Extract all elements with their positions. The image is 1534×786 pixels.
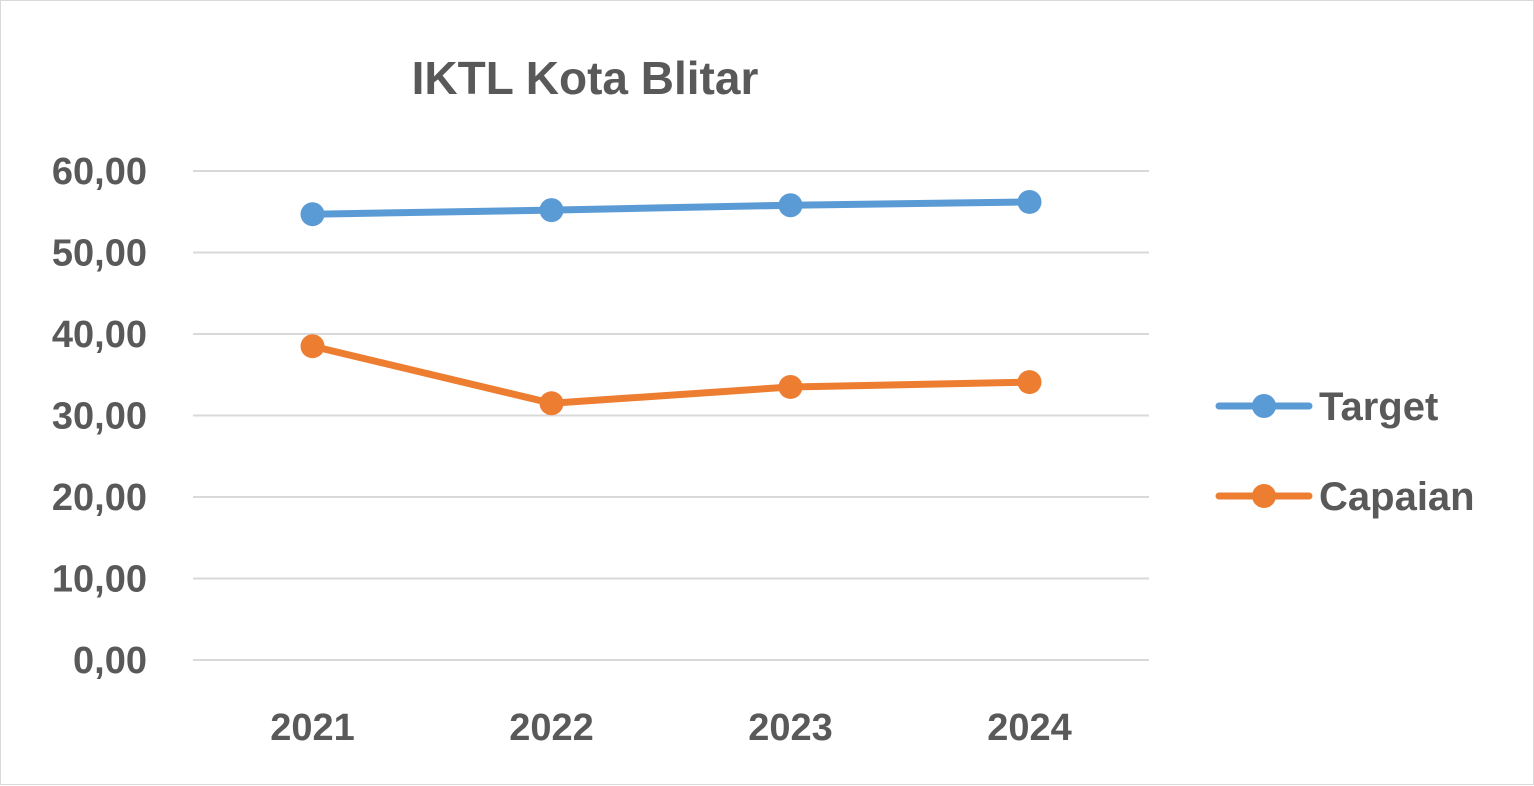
data-point	[539, 198, 564, 223]
data-point	[539, 391, 564, 416]
series-capaian	[300, 334, 1042, 416]
x-tick-label: 2024	[987, 707, 1072, 749]
x-axis-ticks: 2021 2022 2023 2024	[270, 707, 1072, 749]
legend-marker	[1252, 394, 1276, 418]
series-line	[309, 342, 1033, 407]
y-tick-label: 20,00	[52, 477, 147, 519]
y-tick-label: 0,00	[73, 640, 147, 682]
series-target	[300, 189, 1042, 227]
data-point	[1017, 189, 1042, 214]
chart-title: IKTL Kota Blitar	[412, 52, 759, 104]
series-group	[300, 189, 1042, 416]
data-point	[300, 334, 325, 359]
y-tick-label: 10,00	[52, 559, 147, 601]
legend: Target Capaian	[1215, 385, 1475, 519]
x-tick-label: 2023	[748, 707, 833, 749]
legend-label: Capaian	[1319, 475, 1475, 519]
data-point	[300, 202, 325, 227]
y-tick-label: 60,00	[52, 151, 147, 193]
legend-marker	[1252, 484, 1276, 508]
y-tick-label: 50,00	[52, 233, 147, 275]
x-tick-label: 2021	[270, 707, 355, 749]
x-tick-label: 2022	[509, 707, 594, 749]
legend-item-target: Target	[1215, 385, 1438, 429]
y-tick-label: 30,00	[52, 396, 147, 438]
data-point	[778, 374, 803, 399]
gridlines	[193, 170, 1149, 661]
data-point	[1017, 370, 1042, 395]
data-point	[778, 193, 803, 218]
legend-label: Target	[1319, 385, 1438, 429]
y-tick-label: 40,00	[52, 314, 147, 356]
series-line	[309, 198, 1033, 218]
legend-item-capaian: Capaian	[1215, 475, 1475, 519]
y-axis-ticks: 0,00 10,00 20,00 30,00 40,00 50,00 60,00	[52, 151, 147, 682]
